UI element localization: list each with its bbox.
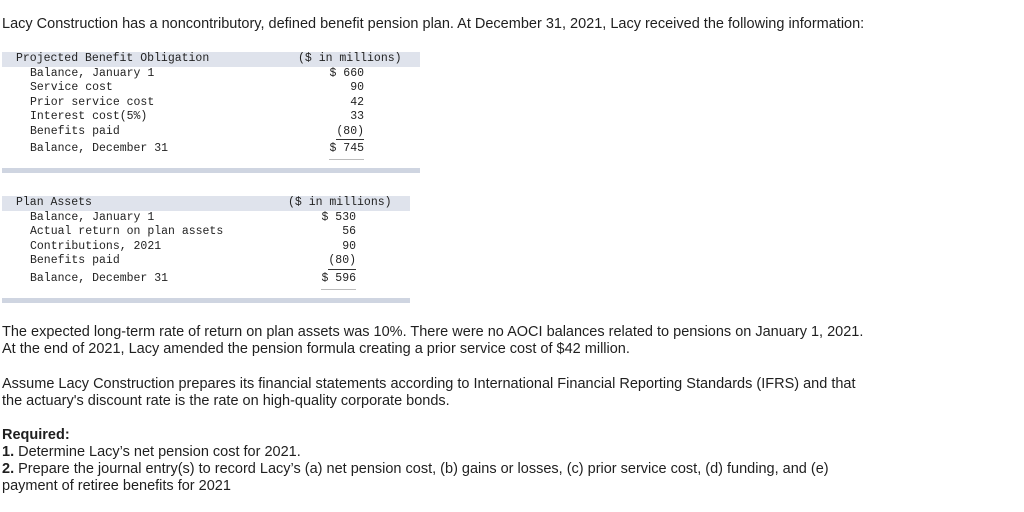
row-value: $ 745 [329,139,364,160]
table-row: Actual return on plan assets 56 [2,225,410,240]
row-value: 56 [342,225,356,238]
item-number: 1. [2,444,15,460]
row-value: $ 530 [321,210,356,224]
required-item-2: 2. Prepare the journal entry(s) to recor… [2,461,829,478]
table-row-total: Balance, December 31 $ 596 [2,269,410,290]
row-label: Benefits paid [30,254,120,267]
row-label: Benefits paid [30,124,120,138]
table-row: Balance, January 1 $ 660 [2,67,420,82]
required-section: Required: 1. Determine Lacy’s net pensio… [2,427,829,495]
table-footer-bar [2,168,420,173]
intro-text: Lacy Construction has a noncontributory,… [2,16,865,32]
row-label: Balance, January 1 [30,66,155,80]
required-heading: Required: [2,427,70,443]
paragraph-ifrs: Assume Lacy Construction prepares its fi… [2,376,856,410]
table-row: Interest cost(5%) 33 [2,110,420,125]
pbo-table: Projected Benefit Obligation ($ in milli… [2,52,420,173]
row-value: (80) [336,125,364,140]
row-label: Balance, December 31 [30,142,169,155]
row-value: 42 [350,95,364,109]
paragraph-line: Assume Lacy Construction prepares its fi… [2,376,856,392]
row-value: $ 660 [329,66,364,80]
table-row: Balance, January 1 $ 530 [2,211,410,226]
row-value: $ 596 [321,269,356,290]
required-item-1: 1. Determine Lacy’s net pension cost for… [2,444,829,461]
item-number: 2. [2,461,15,477]
plan-assets-title: Plan Assets [16,196,92,209]
plan-assets-table: Plan Assets ($ in millions) Balance, Jan… [2,196,410,303]
row-value: 33 [350,110,364,123]
item-text: Determine Lacy’s net pension cost for 20… [14,444,301,460]
row-label: Service cost [30,81,113,94]
row-label: Interest cost(5%) [30,110,148,123]
pbo-header-row: Projected Benefit Obligation ($ in milli… [2,52,420,67]
row-label: Balance, January 1 [30,210,155,224]
table-row: Service cost 90 [2,81,420,96]
table-row: Benefits paid (80) [2,125,420,140]
row-value: 90 [342,239,356,253]
plan-assets-header-row: Plan Assets ($ in millions) [2,196,410,211]
item-text: Prepare the journal entry(s) to record L… [14,461,829,477]
plan-assets-unit: ($ in millions) [288,196,392,209]
table-row: Prior service cost 42 [2,96,420,111]
row-label: Actual return on plan assets [30,225,224,238]
row-label: Contributions, 2021 [30,239,162,253]
paragraph-line: The expected long-term rate of return on… [2,324,864,340]
table-row-total: Balance, December 31 $ 745 [2,139,420,160]
row-value: (80) [328,254,356,270]
row-value: 90 [350,81,364,94]
pbo-unit: ($ in millions) [298,52,402,65]
pbo-title: Projected Benefit Obligation [16,52,210,65]
table-footer-bar [2,297,410,303]
row-label: Balance, December 31 [30,271,169,285]
paragraph-expected-return: The expected long-term rate of return on… [2,324,863,358]
table-row: Benefits paid (80) [2,254,410,270]
row-label: Prior service cost [30,95,155,109]
required-item-2-continuation: payment of retiree benefits for 2021 [2,478,231,494]
paragraph-line: At the end of 2021, Lacy amended the pen… [2,341,630,357]
table-row: Contributions, 2021 90 [2,240,410,255]
paragraph-line: the actuary's discount rate is the rate … [2,393,450,409]
